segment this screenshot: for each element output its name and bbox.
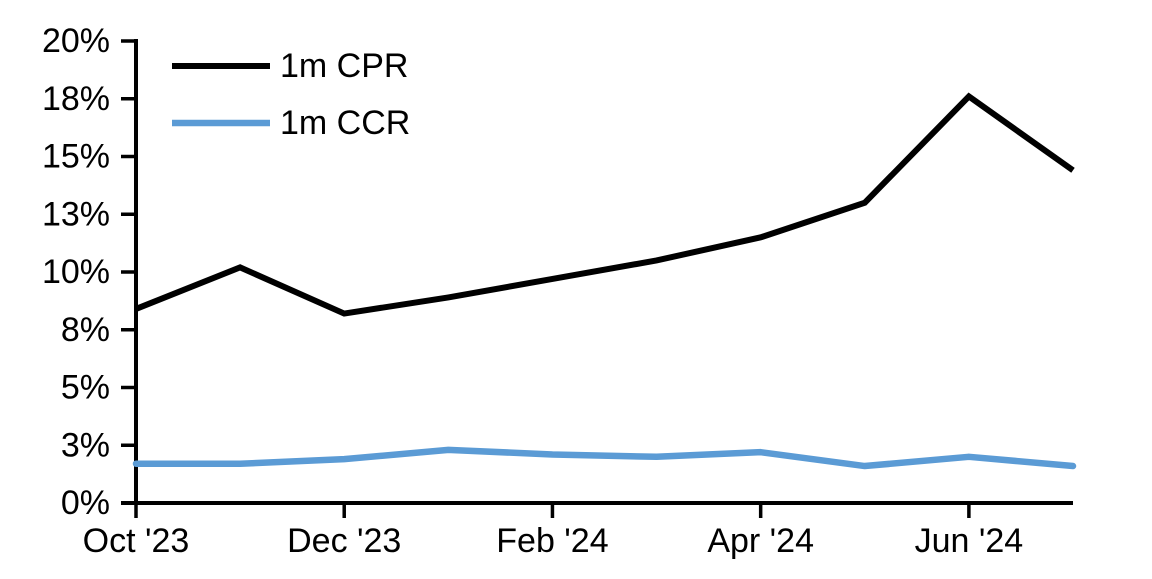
series-line-1m-ccr <box>132 446 1077 470</box>
y-tick-label: 8% <box>61 311 110 349</box>
legend-label-1m-cpr: 1m CPR <box>280 47 408 85</box>
axes-layer: 0% 3% 5% 8% 10% 13% 15% 18% 20% Oct '23 Dec '23 Feb… <box>42 22 1073 560</box>
legend: 1m CPR 1m CCR <box>172 47 410 142</box>
x-tick-label: Oct '23 <box>83 522 190 560</box>
y-tick-label: 13% <box>42 195 110 233</box>
series-layer <box>132 92 1077 470</box>
x-tick-label: Feb '24 <box>496 522 608 560</box>
x-tick-label: Apr '24 <box>707 522 814 560</box>
y-tick-label: 3% <box>61 426 110 464</box>
x-tick-label: Dec '23 <box>287 522 401 560</box>
y-tick-label: 5% <box>61 369 110 407</box>
series-line-1m-cpr <box>134 92 1075 317</box>
y-tick-label: 18% <box>42 80 110 118</box>
y-tick-label: 20% <box>42 22 110 60</box>
x-tick-label: Jun '24 <box>915 522 1024 560</box>
y-tick-label: 0% <box>61 484 110 522</box>
y-tick-label: 10% <box>42 253 110 291</box>
legend-label-1m-ccr: 1m CCR <box>280 104 410 142</box>
y-tick-label: 15% <box>42 138 110 176</box>
